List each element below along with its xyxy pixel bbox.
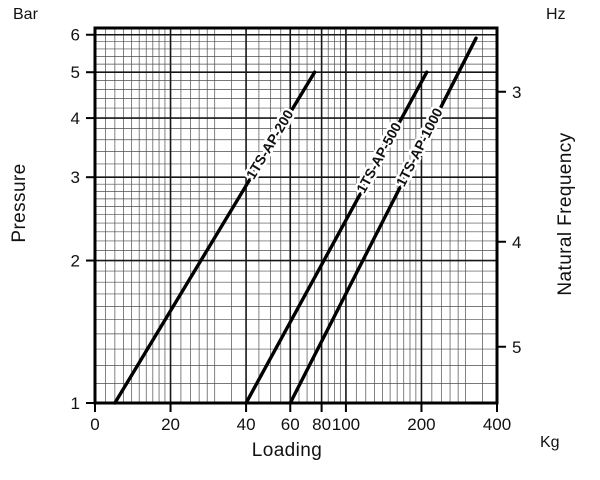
series-line [113, 70, 317, 405]
y2-tick-label: 5 [512, 338, 521, 357]
plot-border [93, 26, 499, 405]
grid-major [95, 28, 498, 404]
x-tick-label: 100 [332, 415, 360, 434]
y-tick-label: 3 [71, 168, 80, 187]
y2-tick-label: 3 [512, 83, 521, 102]
x-tick-label: 0 [90, 415, 99, 434]
series-lines [113, 36, 478, 405]
grid-minor [95, 28, 497, 403]
y-tick-label: 5 [71, 63, 80, 82]
frequency-unit-label: Hz [546, 6, 566, 23]
x-tick-label: 40 [237, 415, 256, 434]
loading-axis-title: Loading [251, 440, 323, 461]
x-tick-label: 80 [312, 415, 331, 434]
x-tick-label: 200 [407, 415, 435, 434]
y-tick-label: 6 [71, 26, 80, 45]
x-tick-label: 400 [483, 415, 511, 434]
y-tick-label: 4 [71, 109, 80, 128]
loading-unit-label: Kg [540, 434, 560, 451]
series-line [288, 36, 478, 405]
y-tick-label: 1 [71, 394, 80, 413]
y2-tick-label: 4 [512, 233, 521, 252]
x-tick-label: 60 [281, 415, 300, 434]
pressure-unit-label: Bar [13, 6, 38, 23]
tick-labels: 0 20 40 60 80 100 200 400 1 2 3 4 5 6 3 4 5 [71, 26, 522, 434]
x-tick-label: 20 [161, 415, 180, 434]
series-line [244, 70, 429, 405]
y-tick-label: 2 [71, 252, 80, 271]
